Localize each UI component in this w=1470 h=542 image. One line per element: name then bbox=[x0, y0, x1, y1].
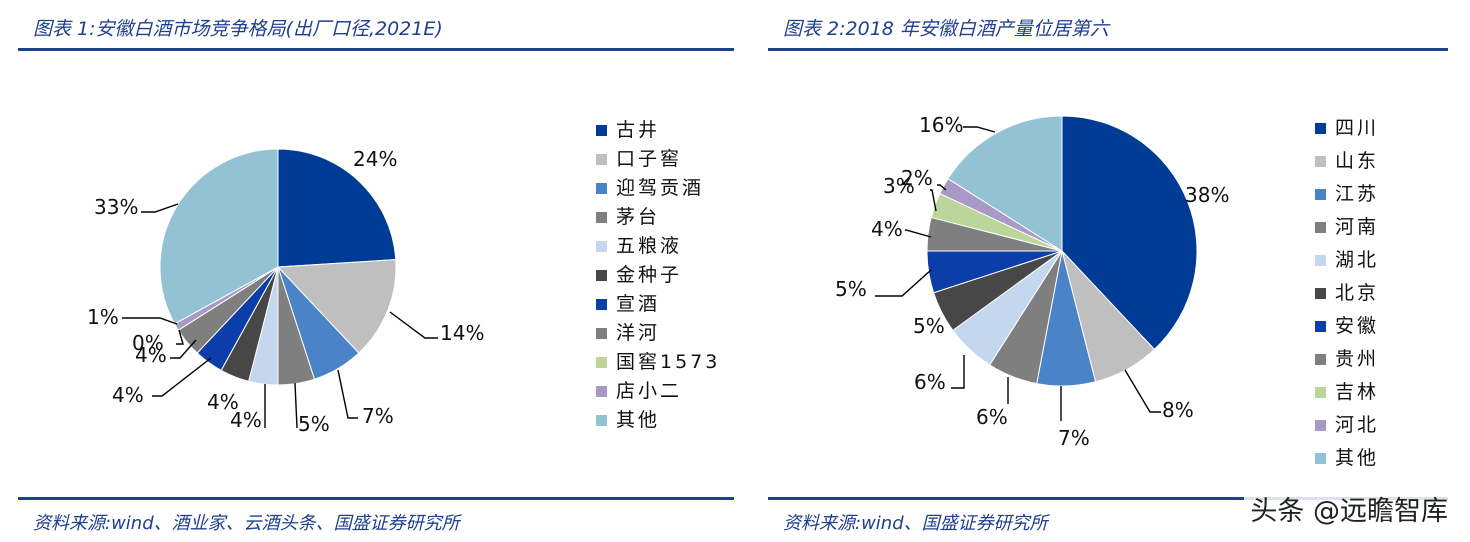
legend-label: 迎驾贡酒 bbox=[616, 177, 704, 199]
source-rule bbox=[18, 497, 734, 500]
legend-swatch bbox=[1315, 288, 1326, 299]
figure-2-title: 图表 2:2018 年安徽白酒产量位居第六 bbox=[783, 18, 1109, 40]
legend-swatch bbox=[596, 183, 607, 194]
pie-slice bbox=[277, 148, 397, 268]
legend-swatch bbox=[596, 212, 607, 223]
leader-line bbox=[176, 329, 184, 345]
legend-swatch bbox=[1315, 420, 1326, 431]
pie-slice bbox=[276, 259, 397, 354]
legend-label: 安徽 bbox=[1335, 315, 1379, 337]
data-label: 5% bbox=[298, 412, 330, 436]
data-label: 7% bbox=[1058, 426, 1090, 450]
legend-label: 北京 bbox=[1335, 282, 1379, 304]
data-label: 4% bbox=[207, 390, 239, 414]
data-label: 16% bbox=[919, 113, 963, 137]
data-label: 33% bbox=[94, 195, 138, 219]
legend-label: 河南 bbox=[1335, 216, 1379, 238]
pie-slice bbox=[947, 115, 1063, 252]
data-label: 6% bbox=[914, 370, 946, 394]
figure-1-title: 图表 1:安徽白酒市场竞争格局(出厂口径,2021E) bbox=[33, 18, 443, 40]
data-label: 14% bbox=[440, 321, 484, 345]
leader-line bbox=[152, 357, 212, 397]
data-label: 8% bbox=[1162, 398, 1194, 422]
data-label: 4% bbox=[135, 343, 167, 367]
leader-line bbox=[337, 369, 358, 419]
data-label: 6% bbox=[976, 405, 1008, 429]
leader-line bbox=[905, 229, 932, 238]
data-label: 24% bbox=[353, 147, 397, 171]
data-label: 3% bbox=[883, 174, 915, 198]
legend-label: 吉林 bbox=[1335, 381, 1379, 403]
figure-1-panel: 图表 1:安徽白酒市场竞争格局(出厂口径,2021E) 24% 14% 7% 5% 4%… bbox=[18, 18, 734, 534]
legend-label: 宣酒 bbox=[616, 293, 660, 315]
legend-swatch bbox=[596, 154, 607, 165]
legend-label: 口子窖 bbox=[616, 148, 682, 170]
data-label: 5% bbox=[913, 314, 945, 338]
legend-swatch bbox=[1315, 453, 1326, 464]
data-label: 5% bbox=[835, 277, 867, 301]
leader-line bbox=[963, 126, 996, 133]
leader-line bbox=[170, 339, 197, 359]
pie-chart-2: 38% 8% 7% 6% 6% 5% 5% 4% 3%2% 16% 四川山东江苏河南湖北北京安徽贵州… bbox=[835, 113, 1379, 469]
legend-swatch bbox=[1315, 123, 1326, 134]
legend-label: 其他 bbox=[616, 409, 660, 431]
figure-1-source: 资料来源:wind、酒业家、云酒头条、国盛证券研究所 bbox=[33, 513, 460, 534]
legend-label: 江苏 bbox=[1335, 183, 1379, 205]
leader-line bbox=[294, 382, 298, 429]
title-rule bbox=[18, 48, 734, 51]
leader-line bbox=[389, 311, 438, 339]
title-rule bbox=[768, 48, 1448, 51]
legend-swatch bbox=[1315, 354, 1326, 365]
legend-label: 其他 bbox=[1335, 447, 1379, 469]
legend-swatch bbox=[596, 299, 607, 310]
legend-label: 金种子 bbox=[616, 264, 682, 286]
legend-swatch bbox=[1315, 321, 1326, 332]
watermark: 头条 @远瞻智库 bbox=[1244, 487, 1454, 530]
legend-label: 古井 bbox=[616, 119, 660, 141]
source-rule bbox=[768, 497, 1448, 500]
legend-swatch bbox=[596, 241, 607, 252]
legend-label: 贵州 bbox=[1335, 348, 1379, 370]
legend-label: 店小二 bbox=[616, 380, 682, 402]
legend-label: 河北 bbox=[1335, 414, 1379, 436]
leader-line bbox=[122, 317, 178, 325]
legend-swatch bbox=[1315, 387, 1326, 398]
legend-label: 湖北 bbox=[1335, 249, 1379, 271]
figure-2-panel: 图表 2:2018 年安徽白酒产量位居第六 38% 8% 7% 6% 6% 5% 5% 4% 3… bbox=[765, 0, 1470, 542]
pie-slice bbox=[1061, 115, 1198, 351]
legend-label: 洋河 bbox=[616, 322, 660, 344]
legend-swatch bbox=[596, 386, 607, 397]
legend-swatch bbox=[1315, 255, 1326, 266]
data-label: 7% bbox=[362, 404, 394, 428]
legend-swatch bbox=[596, 415, 607, 426]
legend-swatch bbox=[1315, 156, 1326, 167]
leader-line bbox=[141, 203, 179, 213]
data-label: 4% bbox=[230, 408, 262, 432]
legend-swatch bbox=[596, 357, 607, 368]
legend-label: 五粮液 bbox=[616, 235, 682, 257]
leader-line bbox=[930, 189, 937, 212]
legend-label: 四川 bbox=[1335, 117, 1379, 139]
leader-line bbox=[937, 184, 947, 191]
pie-slice bbox=[159, 148, 279, 325]
pie-chart-1: 24%14%7%5%4%4%4%4%0%1%33%古井口子窖迎驾贡酒茅台五粮液金… bbox=[87, 119, 720, 436]
legend-label: 山东 bbox=[1335, 150, 1379, 172]
data-label: 38% bbox=[1185, 183, 1229, 207]
figure-2-source: 资料来源:wind、国盛证券研究所 bbox=[783, 513, 1048, 534]
leader-line bbox=[951, 355, 965, 389]
legend-swatch bbox=[1315, 189, 1326, 200]
data-label: 4% bbox=[871, 217, 903, 241]
data-label: 4% bbox=[112, 383, 144, 407]
leader-line bbox=[1124, 369, 1161, 413]
legend-label: 茅台 bbox=[616, 206, 660, 228]
data-label: 2% bbox=[901, 166, 933, 190]
legend-swatch bbox=[596, 328, 607, 339]
legend-swatch bbox=[1315, 222, 1326, 233]
legend-swatch bbox=[596, 270, 607, 281]
data-label: 0% bbox=[132, 331, 164, 355]
data-label: 1% bbox=[87, 305, 119, 329]
leader-line bbox=[875, 269, 932, 297]
legend-label: 国窖1573 bbox=[616, 351, 720, 373]
legend-swatch bbox=[596, 125, 607, 136]
